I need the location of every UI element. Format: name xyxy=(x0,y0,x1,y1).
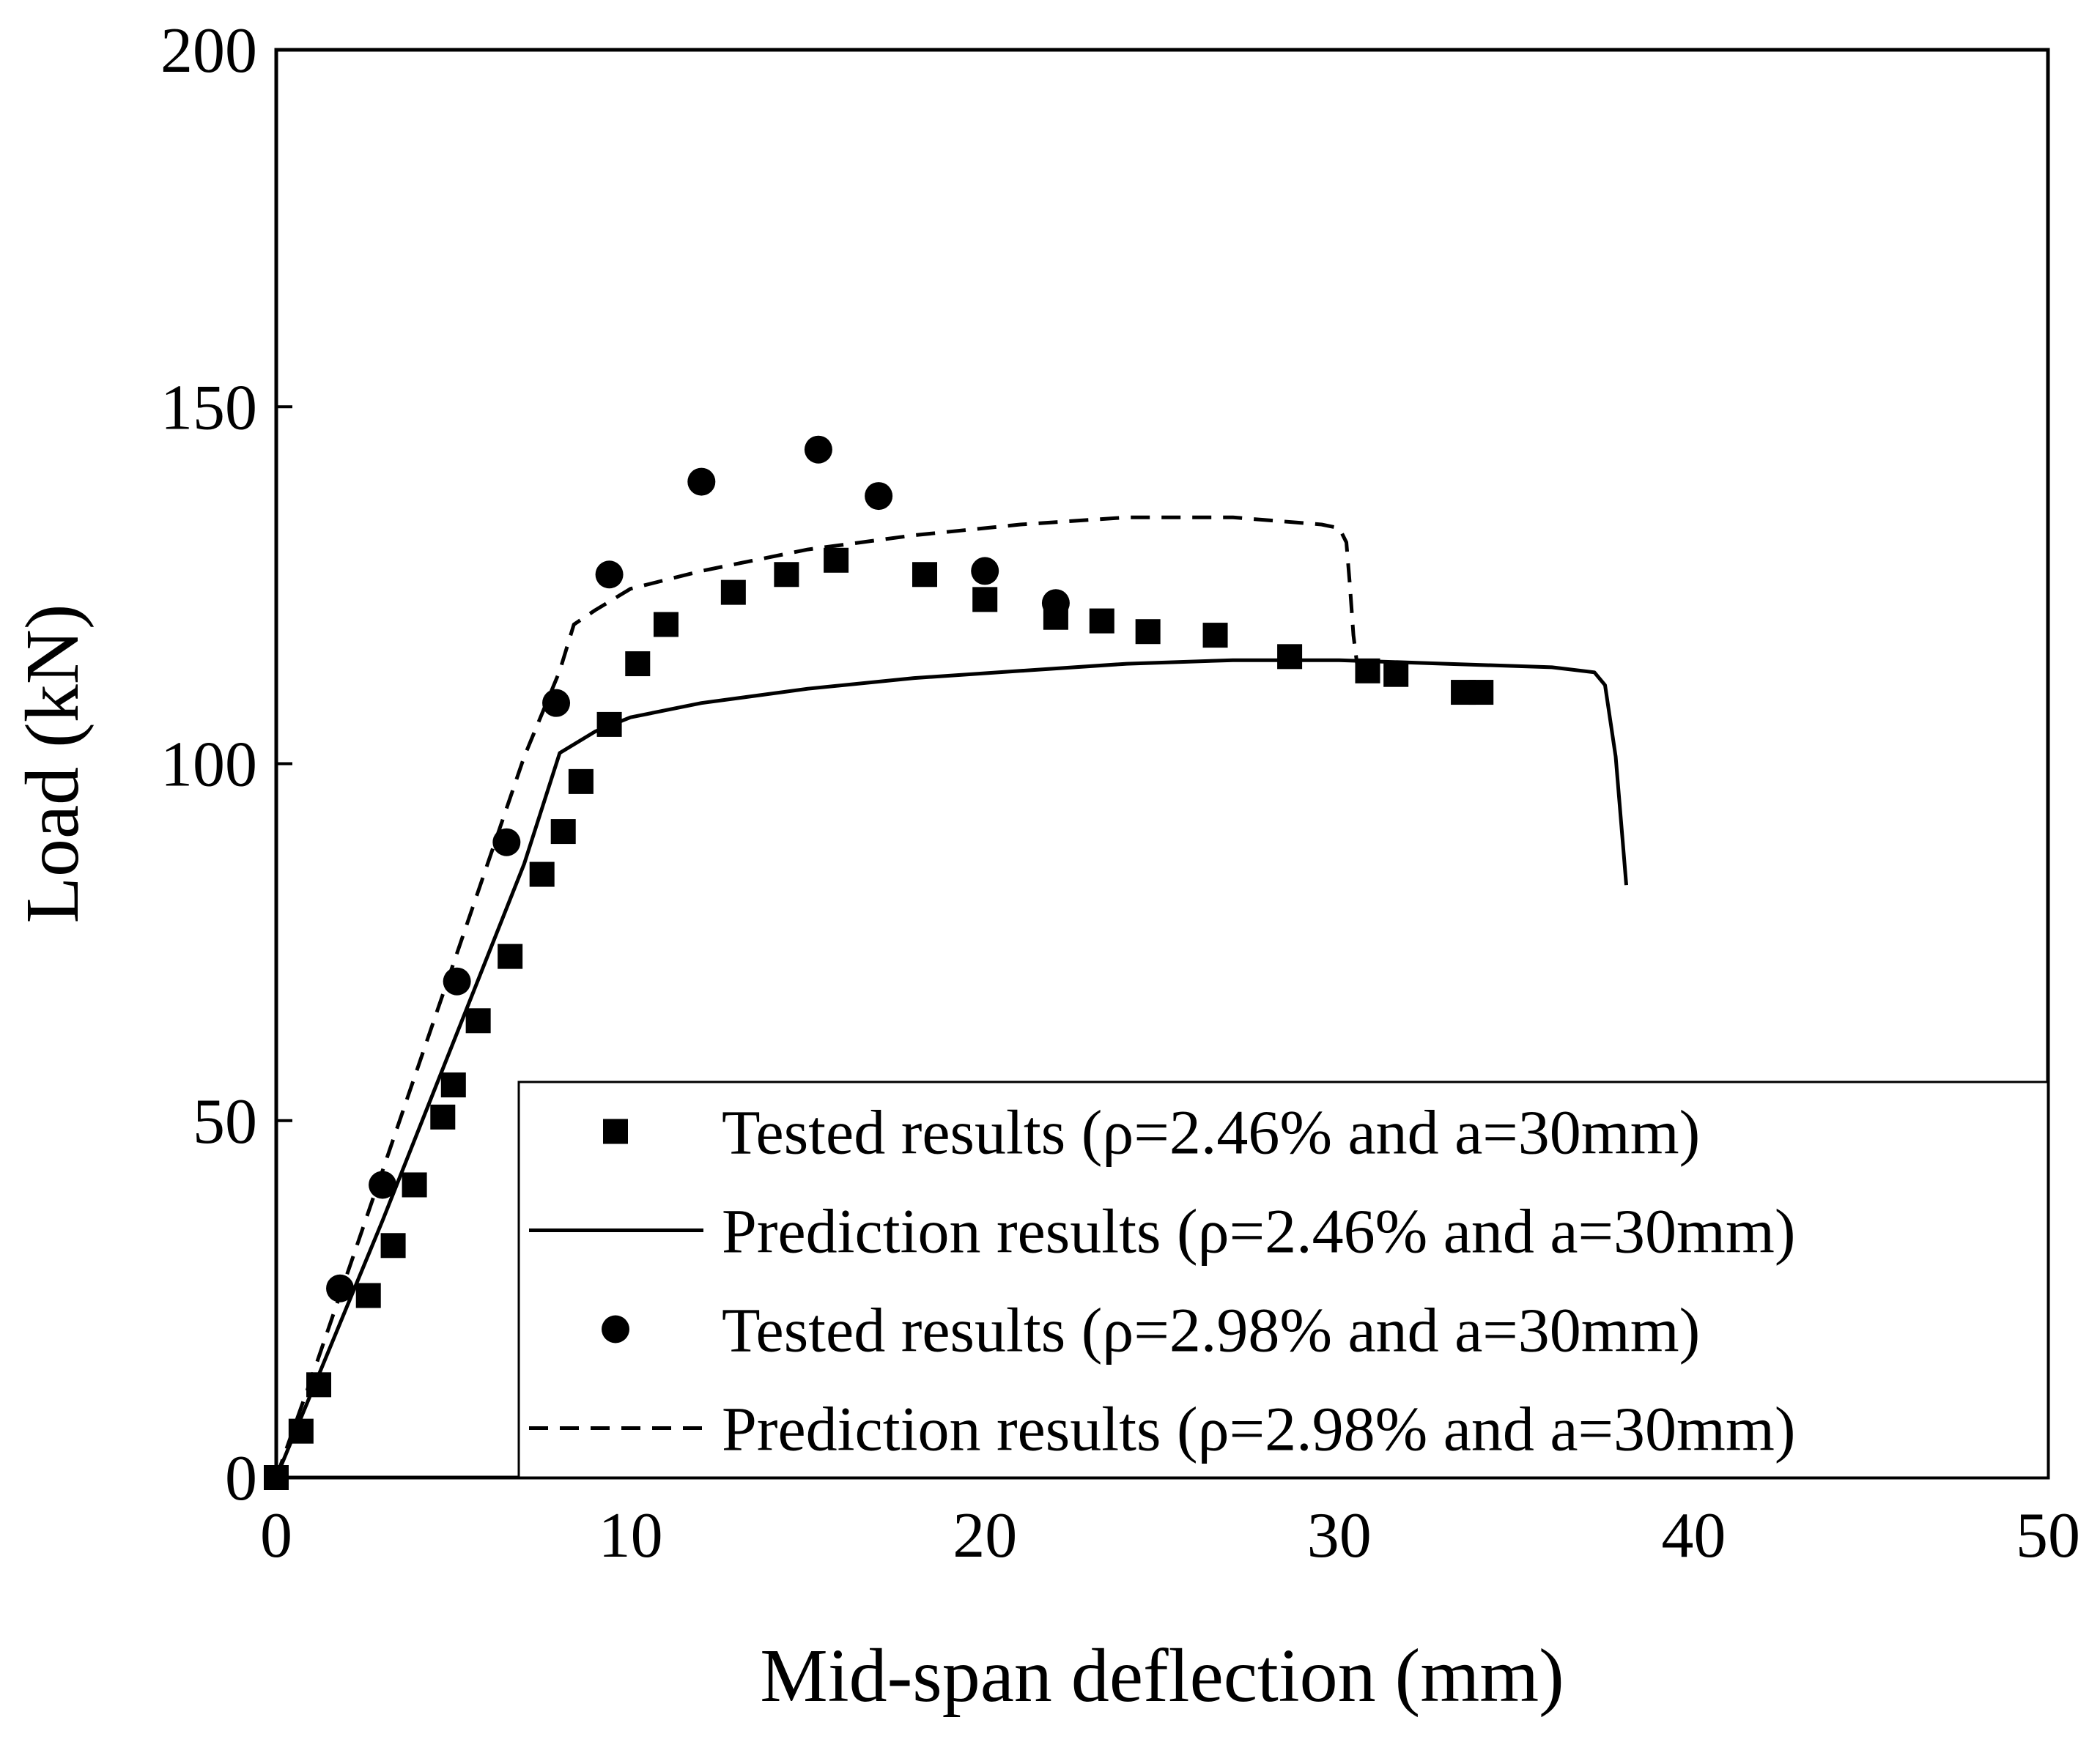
series-0-point xyxy=(1277,644,1303,670)
series-0-point xyxy=(568,768,594,794)
x-tick-label: 10 xyxy=(599,1500,663,1571)
series-2-point xyxy=(492,828,521,856)
y-tick-label: 150 xyxy=(160,372,257,443)
series-0-point xyxy=(498,944,523,969)
y-tick-label: 100 xyxy=(160,730,257,801)
series-0-point xyxy=(1089,608,1114,634)
series-0-point xyxy=(596,711,622,737)
legend-marker-swatch xyxy=(602,1315,629,1344)
series-0-point xyxy=(1135,619,1161,645)
series-2-point xyxy=(971,557,999,585)
series-0-point xyxy=(306,1372,332,1398)
x-tick-label: 50 xyxy=(2016,1500,2080,1571)
series-2-point xyxy=(865,482,893,511)
series-0-point xyxy=(720,579,746,605)
series-0-point xyxy=(440,1072,466,1098)
legend-label: Tested results (ρ=2.46% and a=30mm) xyxy=(722,1097,1700,1168)
series-0-point xyxy=(1383,661,1409,687)
plot-lines xyxy=(274,515,1628,1478)
series-2-point xyxy=(1041,589,1070,618)
series-0-point xyxy=(430,1104,456,1130)
legend-entries: Tested results (ρ=2.46% and a=30mm) Predi… xyxy=(529,1097,1796,1464)
series-1-line xyxy=(274,658,1628,1478)
series-2-point xyxy=(443,967,471,996)
series-0-point xyxy=(625,651,651,677)
series-0-point xyxy=(529,861,555,887)
series-0-point xyxy=(288,1418,314,1444)
series-0-point xyxy=(1355,658,1380,683)
legend-entry: Prediction results (ρ=2.98% and a=30mm) xyxy=(529,1394,1796,1464)
legend-box xyxy=(517,1081,2049,1479)
axis-tick-labels: 0 10 20 30 40 50 0 50 100 150 200 xyxy=(160,15,2080,1571)
legend-entry: Prediction results (ρ=2.46% and a=30mm) xyxy=(529,1196,1796,1267)
series-0-point xyxy=(774,562,799,588)
y-tick-label: 200 xyxy=(160,15,257,86)
series-0-point xyxy=(1202,623,1228,648)
series-2-point xyxy=(595,560,624,589)
legend-entry: Tested results (ρ=2.98% and a=30mm) xyxy=(602,1295,1700,1365)
series-2-point xyxy=(687,467,716,496)
x-tick-label: 40 xyxy=(1661,1500,1726,1571)
series-3-line xyxy=(274,515,1359,1478)
series-2-point xyxy=(804,435,832,464)
y-axis-title: Load (kN) xyxy=(10,604,95,923)
series-0-point xyxy=(972,587,998,612)
series-2-point xyxy=(542,689,571,717)
y-tick-label: 50 xyxy=(193,1086,257,1157)
x-tick-label: 30 xyxy=(1307,1500,1372,1571)
series-0-point xyxy=(380,1233,406,1259)
x-tick-label: 20 xyxy=(953,1500,1017,1571)
series-0-point xyxy=(653,612,679,637)
legend-label: Prediction results (ρ=2.46% and a=30mm) xyxy=(722,1196,1796,1267)
legend-label: Tested results (ρ=2.98% and a=30mm) xyxy=(722,1295,1700,1365)
legend-marker-swatch xyxy=(603,1119,628,1144)
plot-markers xyxy=(264,435,1494,1490)
series-0-point xyxy=(355,1283,381,1308)
legend: Tested results (ρ=2.46% and a=30mm) Predi… xyxy=(517,1081,2049,1479)
series-0-point xyxy=(402,1172,427,1198)
series-2-point xyxy=(326,1274,355,1302)
series-0-point xyxy=(1468,680,1494,705)
legend-entry: Tested results (ρ=2.46% and a=30mm) xyxy=(603,1097,1700,1168)
x-tick-label: 0 xyxy=(260,1500,292,1571)
series-2-point xyxy=(369,1171,397,1199)
series-0-point xyxy=(465,1008,491,1034)
x-axis-title: Mid-span deflection (mm) xyxy=(760,1634,1564,1718)
series-0-point xyxy=(550,819,576,845)
y-tick-label: 0 xyxy=(225,1443,257,1514)
series-0-point xyxy=(824,547,849,573)
series-0-point xyxy=(912,562,937,588)
legend-label: Prediction results (ρ=2.98% and a=30mm) xyxy=(722,1394,1796,1464)
